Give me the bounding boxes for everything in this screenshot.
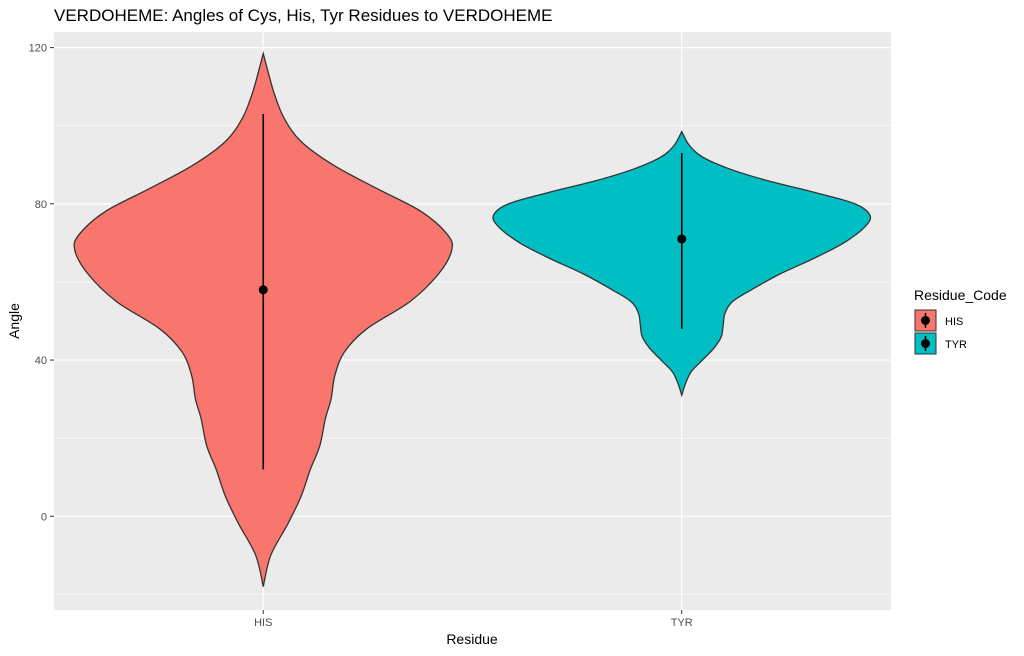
- violins: [73, 50, 872, 587]
- legend-item-tyr: TYR: [914, 332, 967, 355]
- mean-point: [677, 234, 687, 244]
- y-tick-label: 80: [35, 199, 47, 211]
- mean-point: [258, 285, 268, 295]
- x-axis-label: Residue: [446, 631, 498, 647]
- x-axis: HIS TYR: [254, 610, 693, 629]
- violin-his: [73, 50, 454, 587]
- chart-title: VERDOHEME: Angles of Cys, His, Tyr Resid…: [54, 6, 553, 25]
- legend-label: TYR: [945, 339, 967, 351]
- legend-items: HIS TYR: [914, 309, 967, 355]
- violin-tyr: [492, 130, 872, 398]
- legend: Residue_Code HIS TYR: [914, 287, 1007, 355]
- x-tick-label: TYR: [671, 617, 693, 629]
- y-axis-label: Angle: [6, 303, 22, 339]
- y-axis: 0 40 80 120: [29, 43, 54, 523]
- legend-label: HIS: [945, 316, 963, 328]
- legend-title: Residue_Code: [914, 287, 1007, 303]
- plot-panel: [54, 32, 891, 610]
- y-tick-label: 40: [35, 355, 47, 367]
- legend-key-point: [921, 339, 930, 348]
- legend-key-point: [921, 316, 930, 325]
- legend-item-his: HIS: [914, 309, 963, 332]
- x-tick-label: HIS: [254, 617, 272, 629]
- y-tick-label: 0: [41, 511, 47, 523]
- y-tick-label: 120: [29, 43, 47, 55]
